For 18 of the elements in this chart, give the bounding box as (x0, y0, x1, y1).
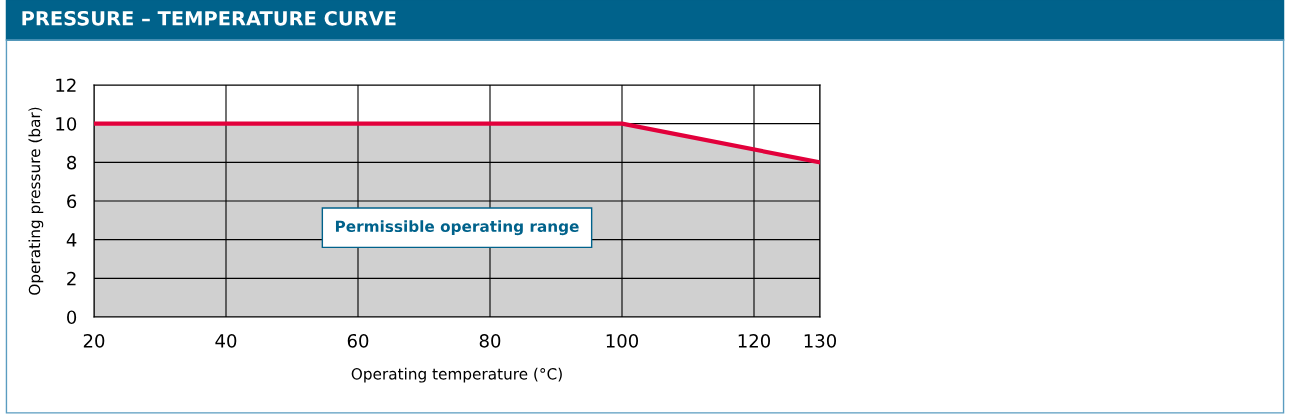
y-tick-label: 2 (67, 271, 76, 286)
x-tick-label: 60 (347, 333, 369, 348)
y-tick-label: 8 (67, 155, 77, 170)
x-tick-label: 80 (479, 333, 501, 348)
annotation: Permissible operating range (335, 220, 579, 236)
y-tick-label: 10 (56, 117, 77, 131)
y-axis-title: Operating pressure (bar) (28, 107, 44, 295)
x-tick-label: 130 (804, 333, 837, 348)
y-tick-label: 4 (66, 233, 77, 247)
x-tick-label: 100 (606, 333, 639, 348)
chart-title: PRESSURE – TEMPERATURE CURVE (22, 10, 396, 26)
x-axis-title: Operating temperature (°C) (351, 367, 562, 383)
y-tick-label: 6 (67, 194, 77, 209)
y-tick-label: 12 (56, 78, 76, 92)
x-tick-label: 120 (738, 333, 771, 348)
y-tick-label: 0 (67, 310, 77, 325)
x-tick-label: 20 (83, 333, 105, 348)
x-tick-label: 40 (215, 333, 237, 348)
